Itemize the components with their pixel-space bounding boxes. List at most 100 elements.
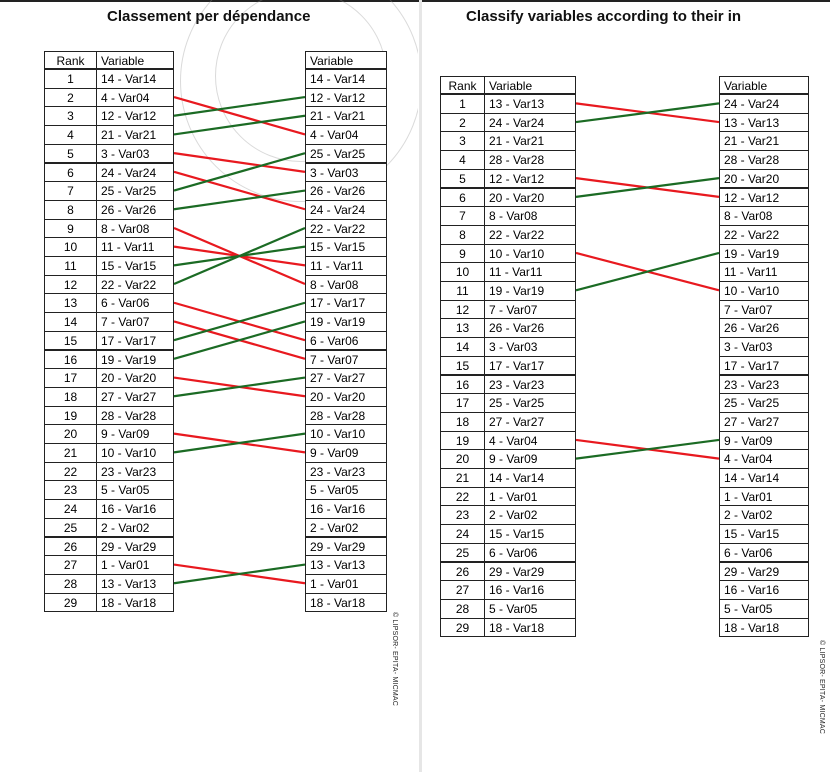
variable-cell: 24 - Var24	[96, 162, 174, 183]
ranked-variable-cell: 6 - Var06	[305, 330, 387, 351]
ranked-variable-cell: 28 - Var28	[719, 150, 809, 170]
rank-cell: 5	[44, 143, 97, 164]
rank-cell: 9	[44, 218, 97, 239]
variable-header: Variable	[484, 76, 576, 94]
rank-cell: 16	[44, 349, 97, 370]
rank-cell: 1	[440, 94, 485, 114]
ranked-variable-cell: 21 - Var21	[305, 106, 387, 127]
ranked-variable-cell: 2 - Var02	[719, 505, 809, 526]
rank-cell: 15	[440, 355, 485, 376]
variable-cell: 29 - Var29	[484, 561, 576, 582]
right-variable-header: Variable	[719, 76, 809, 94]
variable-cell: 26 - Var26	[484, 318, 576, 339]
rank-cell: 14	[440, 337, 485, 357]
variable-cell: 16 - Var16	[484, 580, 576, 600]
variable-cell: 1 - Var01	[484, 486, 576, 507]
variable-cell: 18 - Var18	[484, 617, 576, 638]
rank-cell: 15	[44, 330, 97, 351]
variable-cell: 23 - Var23	[96, 461, 174, 482]
rank-cell: 3	[440, 131, 485, 152]
rank-cell: 7	[440, 206, 485, 226]
variable-cell: 20 - Var20	[484, 187, 576, 208]
variable-cell: 28 - Var28	[484, 150, 576, 170]
copyright-text: © LIPSOR- EPITA- MICMAC	[391, 612, 398, 707]
variable-cell: 7 - Var07	[484, 299, 576, 320]
variable-cell: 17 - Var17	[96, 330, 174, 351]
variable-cell: 14 - Var14	[484, 468, 576, 488]
rank-cell: 2	[44, 87, 97, 108]
rank-cell: 25	[440, 542, 485, 563]
variable-cell: 25 - Var25	[484, 393, 576, 413]
rank-cell: 19	[44, 405, 97, 426]
rank-cell: 21	[44, 443, 97, 463]
variable-cell: 8 - Var08	[484, 206, 576, 226]
rank-cell: 12	[440, 299, 485, 320]
ranked-variable-cell: 1 - Var01	[305, 573, 387, 594]
rank-cell: 20	[440, 449, 485, 469]
variable-cell: 4 - Var04	[484, 430, 576, 451]
variable-cell: 26 - Var26	[96, 199, 174, 220]
rank-cell: 8	[440, 224, 485, 245]
rank-cell: 29	[440, 617, 485, 638]
ranked-variable-cell: 21 - Var21	[719, 131, 809, 152]
ranked-variable-cell: 4 - Var04	[305, 125, 387, 145]
rank-cell: 10	[44, 237, 97, 257]
variable-cell: 21 - Var21	[484, 131, 576, 152]
ranked-variable-cell: 13 - Var13	[719, 112, 809, 133]
rank-change-lines	[173, 95, 306, 585]
variable-cell: 6 - Var06	[96, 293, 174, 314]
rank-header: Rank	[440, 76, 485, 94]
variable-cell: 13 - Var13	[484, 94, 576, 114]
variable-cell: 20 - Var20	[96, 368, 174, 388]
ranked-variable-cell: 14 - Var14	[305, 69, 387, 89]
rank-cell: 18	[440, 411, 485, 432]
ranked-variable-cell: 2 - Var02	[305, 517, 387, 538]
rank-cell: 28	[440, 598, 485, 619]
rank-cell: 13	[440, 318, 485, 339]
rank-cell: 10	[440, 262, 485, 282]
rank-cell: 1	[44, 69, 97, 89]
rank-rise-line	[575, 177, 720, 198]
ranked-variable-cell: 18 - Var18	[719, 617, 809, 638]
ranked-variable-cell: 7 - Var07	[305, 349, 387, 370]
ranked-variable-cell: 17 - Var17	[719, 355, 809, 376]
ranked-variable-cell: 23 - Var23	[719, 374, 809, 395]
rank-change-lines	[575, 102, 720, 460]
rank-rise-line	[173, 563, 306, 585]
ranked-variable-cell: 11 - Var11	[719, 262, 809, 282]
ranked-variable-cell: 23 - Var23	[305, 461, 387, 482]
rank-rise-line	[173, 189, 306, 211]
dependence-ranking-panel: Classement per dépendance Rank Variable …	[44, 0, 418, 707]
ranked-variable-cell: 6 - Var06	[719, 542, 809, 563]
variable-cell: 24 - Var24	[484, 112, 576, 133]
variable-cell: 5 - Var05	[96, 480, 174, 501]
ranked-variable-cell: 12 - Var12	[719, 187, 809, 208]
rank-cell: 22	[44, 461, 97, 482]
variable-cell: 5 - Var05	[484, 598, 576, 619]
variable-cell: 10 - Var10	[484, 243, 576, 264]
rank-rise-line	[575, 251, 720, 292]
ranked-variable-cell: 16 - Var16	[719, 580, 809, 600]
ranked-variable-cell: 20 - Var20	[719, 168, 809, 189]
rank-drop-line	[173, 95, 306, 136]
variable-cell: 3 - Var03	[484, 337, 576, 357]
ranked-variable-cell: 28 - Var28	[305, 405, 387, 426]
rank-cell: 16	[440, 374, 485, 395]
variable-cell: 22 - Var22	[484, 224, 576, 245]
rank-cell: 23	[440, 505, 485, 526]
ranked-variable-cell: 26 - Var26	[305, 181, 387, 201]
variable-cell: 16 - Var16	[96, 499, 174, 519]
variable-cell: 3 - Var03	[96, 143, 174, 164]
rank-cell: 4	[44, 125, 97, 145]
variable-cell: 8 - Var08	[96, 218, 174, 239]
variable-cell: 25 - Var25	[96, 181, 174, 201]
ranked-variable-cell: 25 - Var25	[719, 393, 809, 413]
rank-cell: 21	[440, 468, 485, 488]
rank-cell: 20	[44, 424, 97, 444]
variable-cell: 2 - Var02	[96, 517, 174, 538]
rank-cell: 8	[44, 199, 97, 220]
rank-cell: 17	[44, 368, 97, 388]
ranked-variable-cell: 24 - Var24	[719, 94, 809, 114]
rank-cell: 5	[440, 168, 485, 189]
rank-cell: 27	[44, 555, 97, 575]
